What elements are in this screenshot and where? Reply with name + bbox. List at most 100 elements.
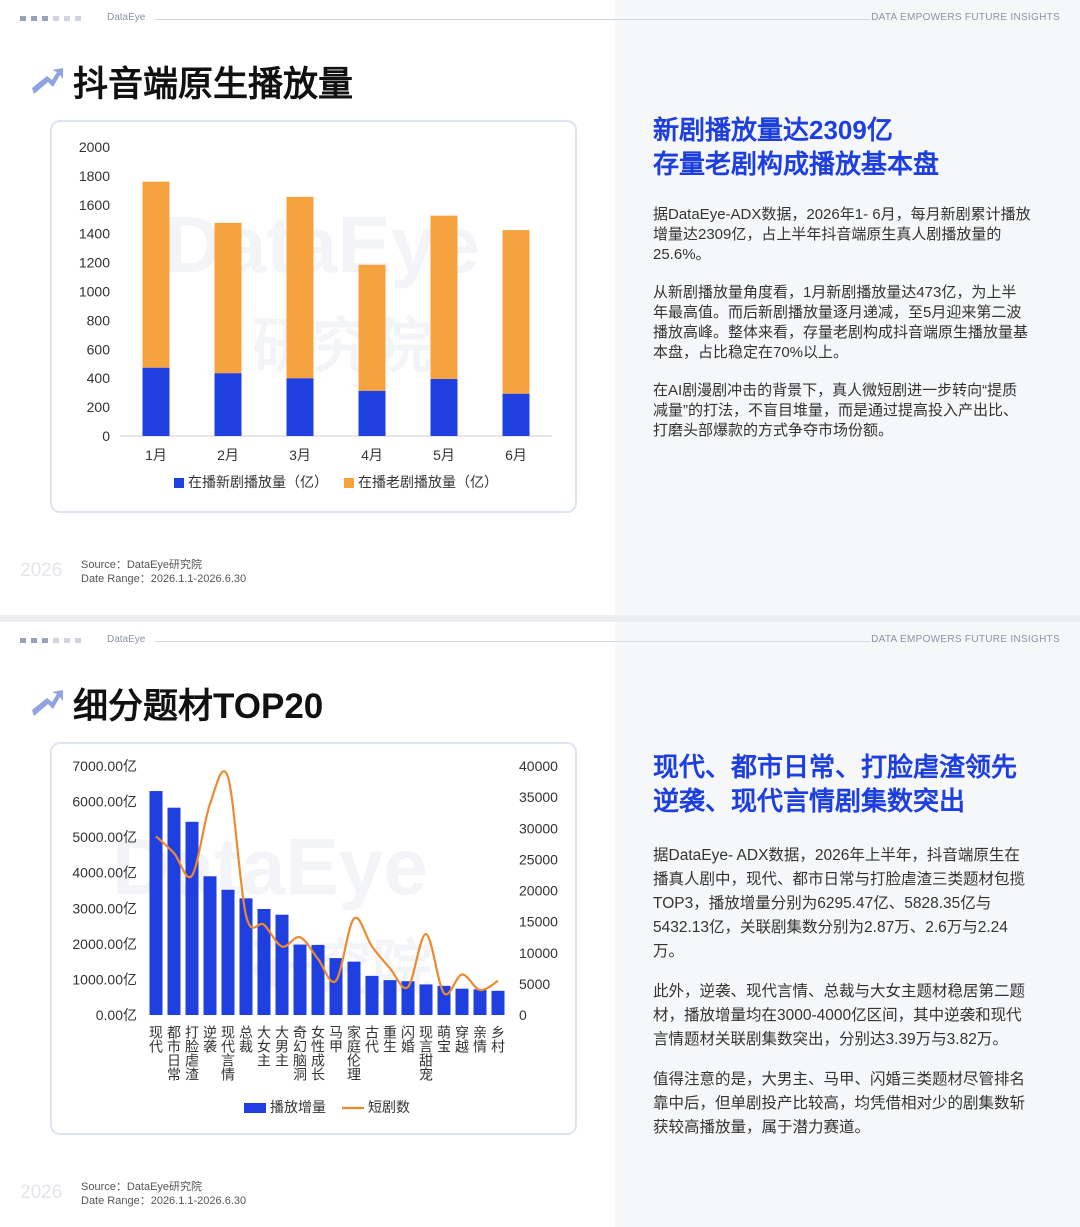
date-range: Date Range：2026.1.1-2026.6.30 xyxy=(81,573,247,585)
x-tick-label: 大女主 xyxy=(256,1025,272,1067)
y-tick-label: 1000 xyxy=(79,284,110,300)
line xyxy=(155,770,499,996)
x-tick-label: 奇幻脑洞 xyxy=(292,1024,308,1081)
bar xyxy=(239,898,253,1015)
legend-label: 在播新剧播放量（亿） xyxy=(188,474,328,490)
chart: DataEye 研究院 0.00亿1000.00亿2000.00亿3000.00… xyxy=(72,758,558,1115)
y-tick-label: 4000.00亿 xyxy=(72,865,137,881)
bar xyxy=(142,367,170,436)
x-tick-label: 大男主 xyxy=(274,1025,290,1067)
paragraph: 据DataEye- ADX数据，2026年上半年，抖音端原生在播真人剧中，现代、… xyxy=(653,847,1026,960)
legend: 在播新剧播放量（亿） 在播老剧播放量（亿） xyxy=(174,474,498,490)
bar xyxy=(185,821,199,1015)
tagline: DATA EMPOWERS FUTURE INSIGHTS xyxy=(871,634,1060,645)
date-range: Date Range：2026.1.1-2026.6.30 xyxy=(81,1195,247,1207)
bar xyxy=(149,791,163,1015)
y-tick-label: 400 xyxy=(87,370,111,386)
text-panel xyxy=(615,0,1080,615)
y2-tick-label: 25000 xyxy=(519,851,558,867)
y-tick-label: 800 xyxy=(87,312,111,328)
x-tick-label: 总裁 xyxy=(238,1025,254,1054)
bar xyxy=(502,393,530,436)
x-tick-label: 古代 xyxy=(364,1025,380,1054)
bar xyxy=(491,990,505,1015)
x-tick-label: 现代言情 xyxy=(220,1025,236,1081)
y-tick-label: 7000.00亿 xyxy=(72,758,137,774)
header-line xyxy=(155,19,870,20)
x-tick-label: 闪婚 xyxy=(400,1025,416,1053)
legend-swatch xyxy=(244,1103,266,1113)
paragraph: 在AI剧漫剧冲击的背景下，真人微短剧进一步转向“提质减量”的打法，不盲目堆量，而… xyxy=(653,382,1018,439)
bar xyxy=(358,390,386,436)
slide: DataEye DATA EMPOWERS FUTURE INSIGHTS 细分… xyxy=(0,622,1080,1227)
x-tick-label: 1月 xyxy=(145,447,167,463)
slide-title: 细分题材TOP20 xyxy=(73,687,324,726)
dots xyxy=(20,16,81,21)
bar xyxy=(383,980,397,1015)
y-tick-label: 1800 xyxy=(79,168,110,184)
bar xyxy=(401,981,415,1015)
x-tick-label: 3月 xyxy=(289,447,311,463)
source: Source：DataEye研究院 Date Range：2026.1.1-202… xyxy=(81,558,246,586)
brand: DataEye xyxy=(107,634,146,645)
x-tick-label: 现言甜宠 xyxy=(418,1025,434,1081)
y-tick-label: 0.00亿 xyxy=(96,1007,137,1023)
slide-title: 抖音端原生播放量 xyxy=(73,65,354,104)
y2-tick-label: 30000 xyxy=(519,820,558,836)
y-tick-label: 200 xyxy=(87,399,111,415)
y2-tick-label: 10000 xyxy=(519,945,558,961)
y-tick-label: 1000.00亿 xyxy=(72,971,137,987)
bar xyxy=(437,985,451,1015)
source-text: Source：DataEye研究院 xyxy=(81,1181,203,1193)
y-tick-label: 0 xyxy=(102,428,110,444)
x-tick-label: 逆袭 xyxy=(202,1025,218,1053)
y-tick-label: 600 xyxy=(87,341,111,357)
paragraph: 此外，逆袭、现代言情、总裁与大女主题材稳居第二题材，播放增量均在3000-400… xyxy=(653,983,1026,1048)
y-tick-label: 1200 xyxy=(79,255,110,271)
legend: 播放增量 短剧数 xyxy=(244,1099,410,1115)
bar xyxy=(419,984,433,1015)
x-tick-label: 亲情 xyxy=(472,1025,488,1053)
bar xyxy=(293,944,307,1015)
watermark: 研究院 xyxy=(252,313,432,380)
brand: DataEye xyxy=(107,12,146,23)
bar xyxy=(275,914,289,1015)
paragraph: 据DataEye-ADX数据，2026年1- 6月，每月新剧累计播放增量达230… xyxy=(653,206,1031,263)
bar xyxy=(455,988,469,1015)
x-tick-label: 2月 xyxy=(217,447,239,463)
y-tick-label: 2000.00亿 xyxy=(72,936,137,952)
x-tick-label: 家庭伦理 xyxy=(346,1024,362,1081)
bar xyxy=(286,378,314,436)
bar xyxy=(167,807,181,1015)
bar xyxy=(311,944,325,1015)
headline: 现代、都市日常、打脸虐渣领先 逆袭、现代言情剧集数突出 xyxy=(653,750,1017,818)
bar xyxy=(430,215,458,379)
x-tick-label: 现代 xyxy=(148,1025,164,1054)
y-tick-label: 1400 xyxy=(79,226,110,242)
x-tick-label: 重生 xyxy=(382,1025,398,1053)
year: 2026 xyxy=(20,1182,63,1203)
paragraph: 从新剧播放量角度看，1月新剧播放量达473亿，为上半年最高值。而后新剧播放量逐月… xyxy=(653,284,1029,361)
bar xyxy=(214,373,242,436)
bar xyxy=(221,889,235,1015)
bar xyxy=(257,908,271,1015)
y-tick-label: 1600 xyxy=(79,197,110,213)
headline-line: 新剧播放量达2309亿 xyxy=(653,115,893,145)
bar xyxy=(142,181,170,368)
x-tick-label: 4月 xyxy=(361,447,383,463)
legend-label: 播放增量 xyxy=(270,1099,326,1115)
bar xyxy=(286,196,314,379)
y2-tick-label: 0 xyxy=(519,1007,527,1023)
bar xyxy=(365,975,379,1015)
bar xyxy=(358,264,386,391)
legend-label: 短剧数 xyxy=(368,1099,410,1115)
bar xyxy=(473,989,487,1015)
headline-line: 逆袭、现代言情剧集数突出 xyxy=(653,786,966,816)
bar xyxy=(214,222,242,374)
y2-tick-label: 15000 xyxy=(519,914,558,930)
y-tick-label: 2000 xyxy=(79,139,110,155)
x-tick-label: 女性成长 xyxy=(310,1024,326,1081)
year: 2026 xyxy=(20,560,63,581)
x-tick-label: 打脸虐渣 xyxy=(184,1024,200,1081)
